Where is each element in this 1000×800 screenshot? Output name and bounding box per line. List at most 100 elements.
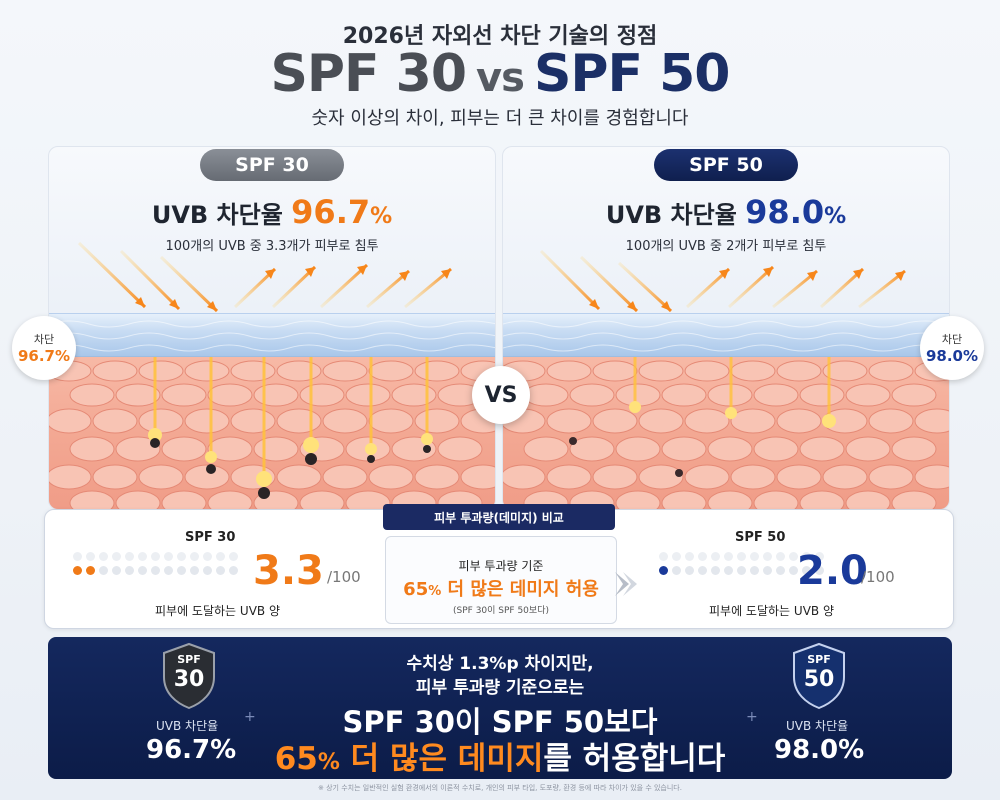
banner-line4-unit: %	[317, 750, 340, 775]
center-highlight-unit: %	[428, 584, 442, 599]
spf50-uvb-unit: %	[824, 204, 847, 229]
spf50-pill: SPF 50	[654, 149, 798, 181]
spf30-uvb-unit: %	[370, 204, 393, 229]
spf30-uvb-value: 96.7	[291, 193, 371, 231]
dot-marker	[138, 552, 147, 561]
banner-right-value: 98.0%	[774, 735, 865, 765]
spf50-uvb-label: UVB 차단율	[605, 201, 737, 229]
center-highlight: 65% 더 많은 데미지 허용	[386, 575, 616, 601]
spf50-description: 100개의 UVB 중 2개가 피부로 침투	[625, 239, 827, 254]
dot-marker	[763, 566, 772, 575]
title-spf30: SPF 30	[270, 44, 467, 104]
right-shield-top: SPF	[807, 653, 831, 666]
spf30-uvb-rate: UVB 차단율 96.7%	[49, 193, 495, 231]
dot-marker	[802, 566, 811, 575]
spf30-description: 100개의 UVB 중 3.3개가 피부로 침투	[165, 239, 379, 254]
dot-marker	[750, 566, 759, 575]
dot-marker	[737, 566, 746, 575]
dot-marker	[177, 566, 186, 575]
spf30-pill: SPF 30	[200, 149, 344, 181]
banner-line4-pct: 65	[274, 741, 318, 777]
center-note: (SPF 30이 SPF 50보다)	[453, 606, 549, 616]
cmp-left-caption: 피부에 도달하는 UVB 양	[155, 604, 280, 618]
dot-marker	[724, 552, 733, 561]
dot-marker	[685, 566, 694, 575]
cmp-left-value: 3.3	[253, 548, 324, 594]
left-shield-top: SPF	[177, 653, 201, 666]
dot-marker	[659, 552, 668, 561]
summary-banner: SPF 30 UVB 차단율 96.7% + + 수치상 1.3%p 차이지만,…	[48, 637, 952, 779]
dot-marker	[151, 566, 160, 575]
spf50-uvb-value: 98.0	[745, 193, 825, 231]
penetration-comparison: 피부 투과량(데미지) 비교 SPF 30 3.3 /100 피부에 도달하는 …	[44, 504, 954, 629]
dot-marker	[216, 566, 225, 575]
cmp-right-denominator: /100	[861, 568, 895, 586]
dot-marker	[789, 566, 798, 575]
sparkle-icon: +	[244, 709, 256, 725]
spf50-uvb-rate: UVB 차단율 98.0%	[503, 193, 949, 231]
shield-icon	[793, 642, 845, 710]
dot-marker	[216, 552, 225, 561]
dot-marker	[737, 552, 746, 561]
dot-marker	[776, 566, 785, 575]
dot-marker	[789, 552, 798, 561]
block-badge-label: 차단	[941, 333, 963, 346]
banner-line1: 수치상 1.3%p 차이지만,	[406, 654, 594, 674]
banner-line4-rest: 를 허용합니다	[543, 741, 726, 777]
dot-marker	[698, 552, 707, 561]
dot-marker	[698, 566, 707, 575]
dot-marker	[125, 552, 134, 561]
spf30-uvb-label: UVB 차단율	[151, 201, 283, 229]
dot-marker	[815, 552, 824, 561]
skin-cells	[503, 357, 949, 509]
left-shield-num: 30	[173, 667, 205, 692]
title-vs: vs	[476, 55, 525, 101]
spf50-block-badge: 차단 98.0%	[920, 316, 984, 380]
banner-line4-highlight: 더 많은 데미지	[339, 741, 544, 777]
skin-cells	[49, 357, 495, 509]
comparison-title: 피부 투과량(데미지) 비교	[383, 504, 615, 530]
cmp-right-caption: 피부에 도달하는 UVB 양	[709, 604, 834, 618]
dot-marker	[750, 552, 759, 561]
center-highlight-pct: 65	[403, 579, 429, 600]
dot-marker	[672, 552, 681, 561]
sparkle-icon: +	[746, 709, 758, 725]
dot-marker	[73, 552, 82, 561]
dot-marker	[815, 566, 824, 575]
dot-marker	[112, 552, 121, 561]
spf30-block-badge: 차단 96.7%	[12, 316, 76, 380]
block-badge-label: 차단	[33, 333, 55, 346]
block-badge-value: 96.7%	[17, 347, 71, 365]
dot-marker	[229, 552, 238, 561]
vs-badge: VS	[472, 366, 530, 424]
dot-marker	[99, 566, 108, 575]
sunscreen-layer	[49, 313, 495, 357]
comparison-center-card: 피부 투과량 기준 65% 더 많은 데미지 허용 (SPF 30이 SPF 5…	[385, 536, 617, 624]
dot-marker	[659, 566, 668, 575]
dot-marker	[190, 552, 199, 561]
shield-icon	[163, 642, 215, 710]
banner-left-value: 96.7%	[146, 735, 237, 765]
spf30-panel: SPF 30 UVB 차단율 96.7% 100개의 UVB 중 3.3개가 피…	[48, 146, 496, 510]
banner-line3: SPF 30이 SPF 50보다	[342, 705, 658, 739]
cmp-left-denominator: /100	[327, 568, 361, 586]
dot-marker	[711, 566, 720, 575]
block-badge-value: 98.0%	[925, 347, 979, 365]
banner-line4: 65% 더 많은 데미지를 허용합니다	[48, 733, 952, 778]
dot-marker	[99, 552, 108, 561]
dot-marker	[86, 566, 95, 575]
dot-marker	[86, 552, 95, 561]
chevron-right-icon	[615, 572, 637, 596]
dot-marker	[164, 566, 173, 575]
center-highlight-text: 더 많은 데미지 허용	[447, 579, 599, 600]
banner-right-label: UVB 차단율	[786, 719, 849, 733]
title-spf50: SPF 50	[533, 44, 731, 104]
header-supertitle: 2026년 자외선 차단 기술의 정점	[342, 24, 658, 49]
spf50-dot-grid	[659, 552, 839, 578]
dot-marker	[190, 566, 199, 575]
right-shield-num: 50	[803, 667, 835, 692]
spf50-panel: SPF 50 UVB 차단율 98.0% 100개의 UVB 중 2개가 피부로…	[502, 146, 950, 510]
dot-marker	[164, 552, 173, 561]
dot-marker	[802, 552, 811, 561]
dot-marker	[203, 566, 212, 575]
